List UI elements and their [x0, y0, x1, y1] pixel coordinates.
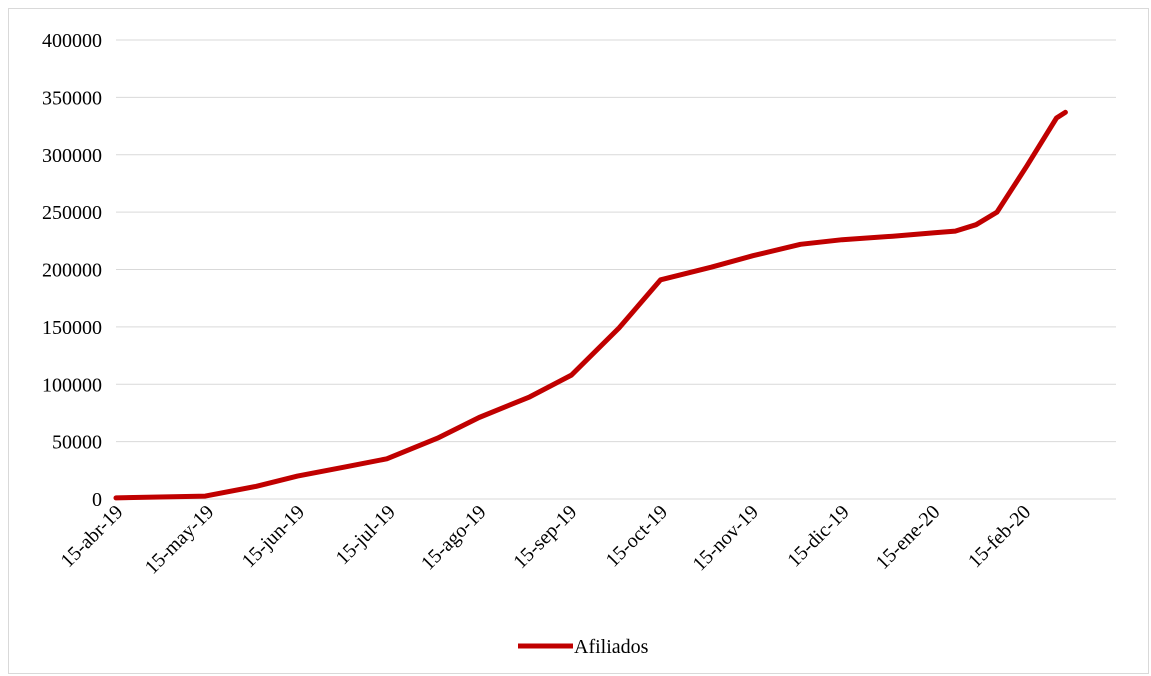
- x-axis-tick-labels: 15-abr-19 15-may-19 15-jun-19 15-jul-19 15-a…: [56, 501, 1035, 579]
- y-tick-label: 250000: [42, 202, 102, 224]
- chart-frame: [8, 8, 1149, 674]
- x-tick-label: 15-sep-19: [509, 501, 581, 573]
- x-tick-label: 15-oct-19: [602, 501, 673, 572]
- y-tick-label: 400000: [42, 30, 102, 52]
- x-tick-label: 15-abr-19: [56, 501, 127, 572]
- legend-label: Afiliados: [574, 636, 649, 658]
- y-tick-label: 0: [92, 489, 102, 511]
- x-tick-label: 15-dic-19: [783, 501, 854, 572]
- series-layer: [113, 109, 1068, 501]
- x-tick-label: 15-nov-19: [688, 501, 762, 575]
- y-tick-label: 350000: [42, 87, 102, 109]
- legend: Afiliados: [518, 636, 649, 658]
- series-line-afiliados: [113, 109, 1068, 501]
- y-tick-label: 300000: [42, 145, 102, 167]
- x-tick-label: 15-jun-19: [238, 501, 309, 572]
- x-tick-label: 15-jul-19: [332, 501, 400, 569]
- y-tick-label: 200000: [42, 260, 102, 282]
- gridlines: [116, 39, 1116, 500]
- x-tick-label: 15-feb-20: [964, 501, 1035, 572]
- y-tick-label: 150000: [42, 317, 102, 339]
- x-tick-label: 15-may-19: [141, 501, 219, 579]
- y-tick-label: 50000: [52, 432, 102, 454]
- y-axis-tick-labels: 0 50000 100000 150000 200000 250000 300000 3500…: [42, 30, 102, 511]
- x-tick-label: 15-ago-19: [417, 501, 491, 575]
- y-tick-label: 100000: [42, 374, 102, 396]
- x-tick-label: 15-ene-20: [872, 501, 945, 574]
